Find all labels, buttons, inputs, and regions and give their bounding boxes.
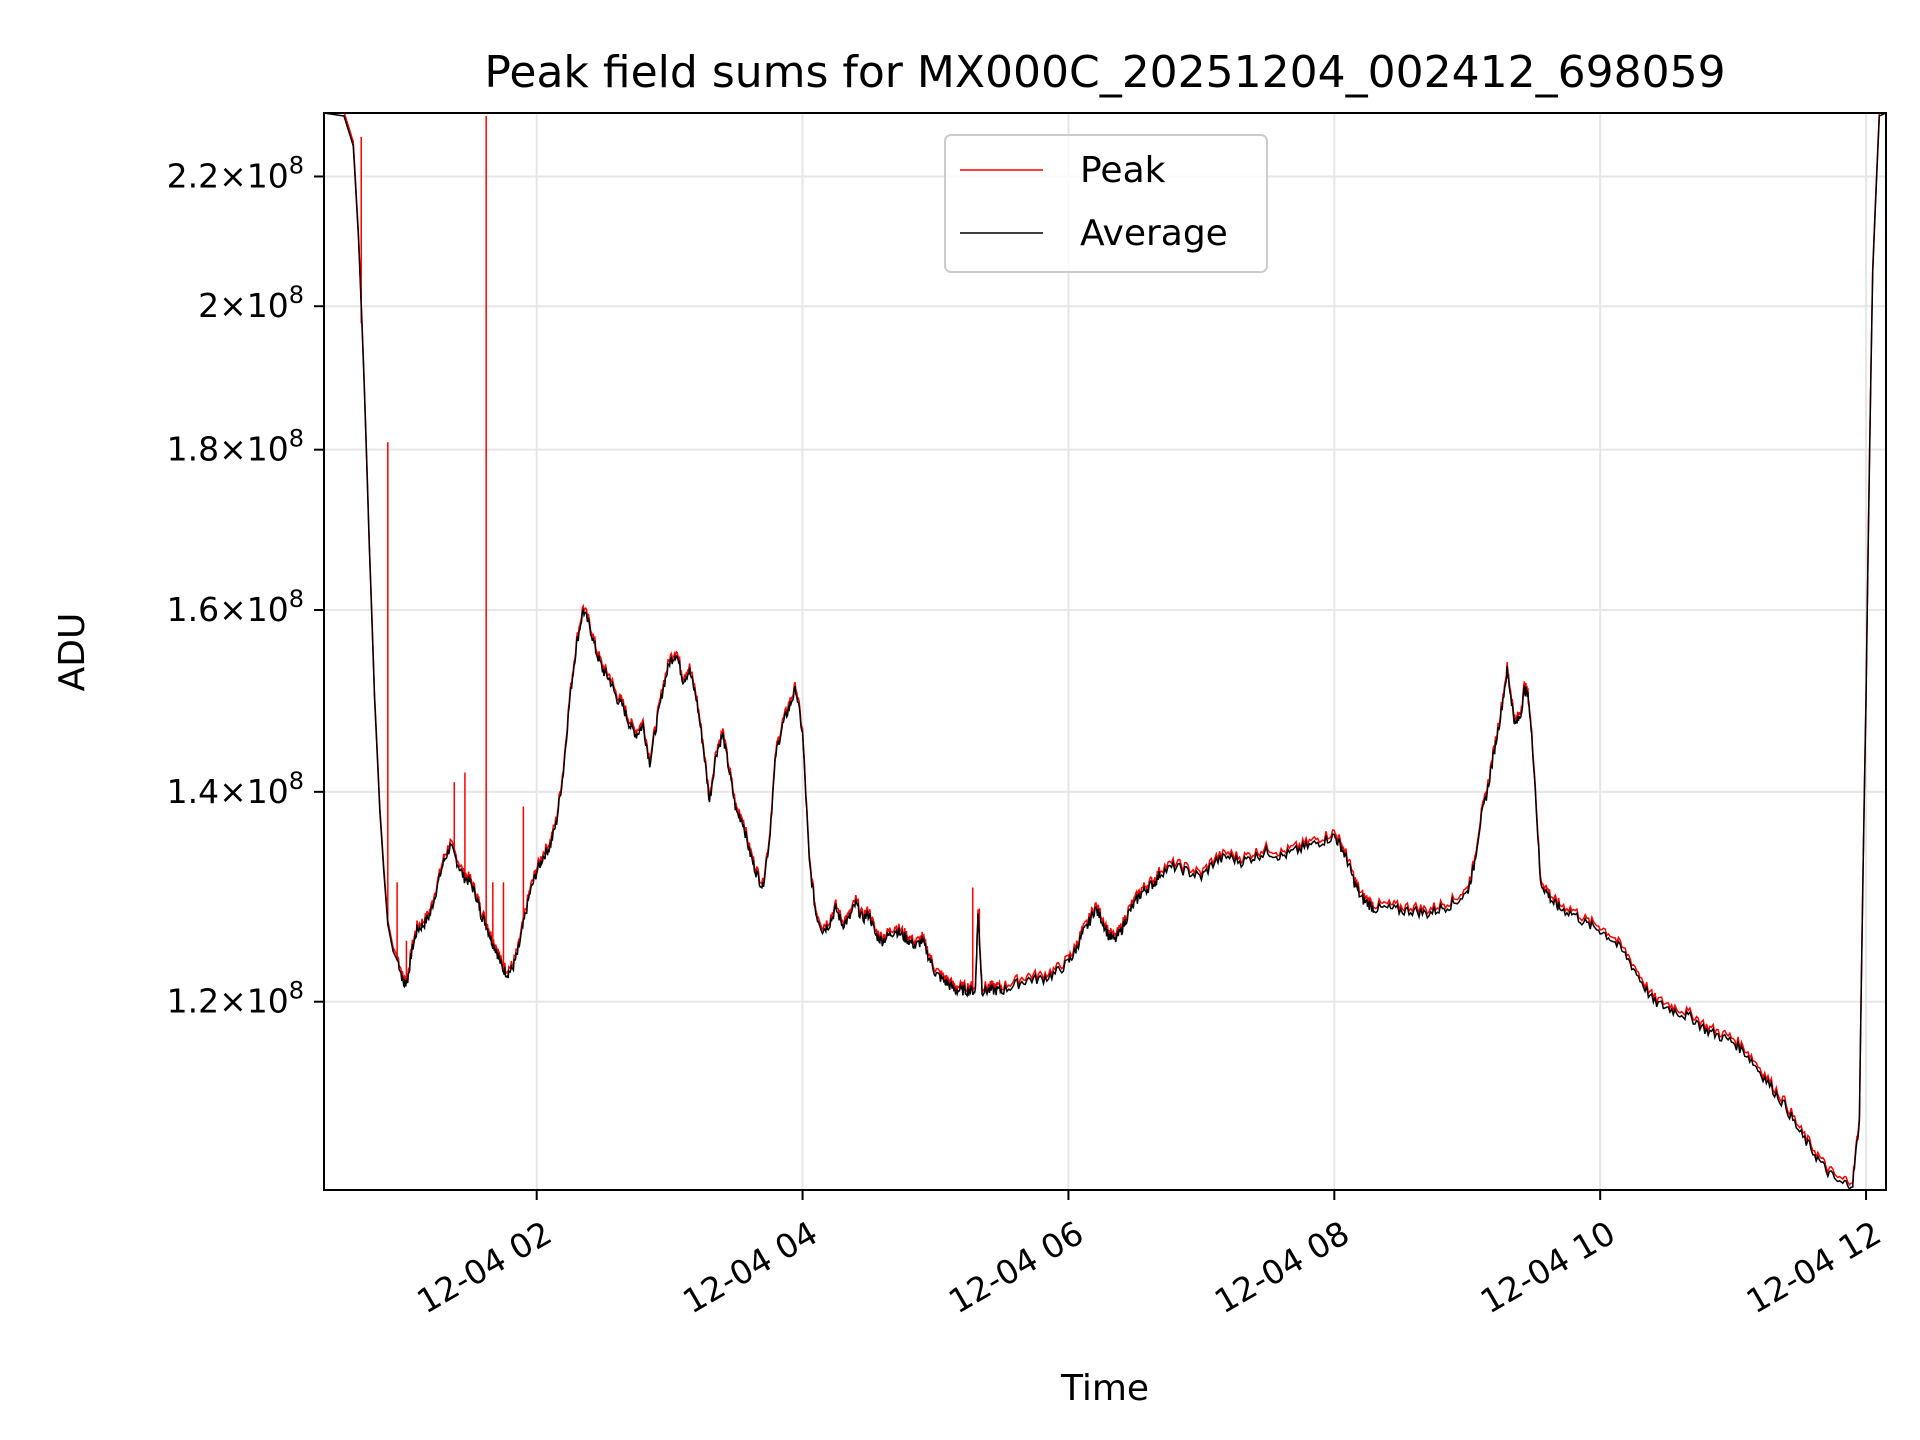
y-tick-times: ×10 [219,156,289,195]
y-tick-mantissa: 1.8 [167,430,219,469]
y-tick-exponent: 8 [289,151,304,179]
chart-title: Peak field sums for MX000C_20251204_0024… [484,47,1725,98]
y-tick-exponent: 8 [289,585,304,613]
y-tick-mantissa: 1.6 [167,590,219,629]
y-tick-times: ×10 [219,982,289,1021]
series-layer [324,113,1886,1190]
y-tick-exponent: 8 [289,767,304,795]
y-tick-times: ×10 [219,772,289,811]
y-tick-times: ×10 [219,430,289,469]
y-tick-exponent: 8 [289,977,304,1005]
legend-peak-label: Peak [1080,150,1166,191]
legend-average-label: Average [1080,213,1228,254]
average-line [324,113,1886,1190]
y-tick-mantissa: 2.2 [167,156,219,195]
legend: Peak Average [944,134,1268,273]
x-axis-label: Time [1060,1368,1149,1409]
y-tick-mantissa: 2 [198,286,219,325]
y-tick-label: 1.8×108 [167,425,304,469]
y-tick-label: 1.4×108 [167,767,304,811]
y-tick-label: 2×108 [198,281,304,325]
y-tick-label: 1.6×108 [167,585,304,629]
y-tick-label: 2.2×108 [167,151,304,195]
y-tick-label: 1.2×108 [167,977,304,1021]
y-tick-times: ×10 [219,590,289,629]
plot-frame [323,112,1887,1191]
y-tick-mantissa: 1.2 [167,982,219,1021]
y-tick-exponent: 8 [289,281,304,309]
y-tick-exponent: 8 [289,425,304,453]
y-tick-mantissa: 1.4 [167,772,219,811]
y-tick-times: ×10 [219,286,289,325]
y-axis-label: ADU [52,613,93,692]
series-group [324,113,1886,1190]
